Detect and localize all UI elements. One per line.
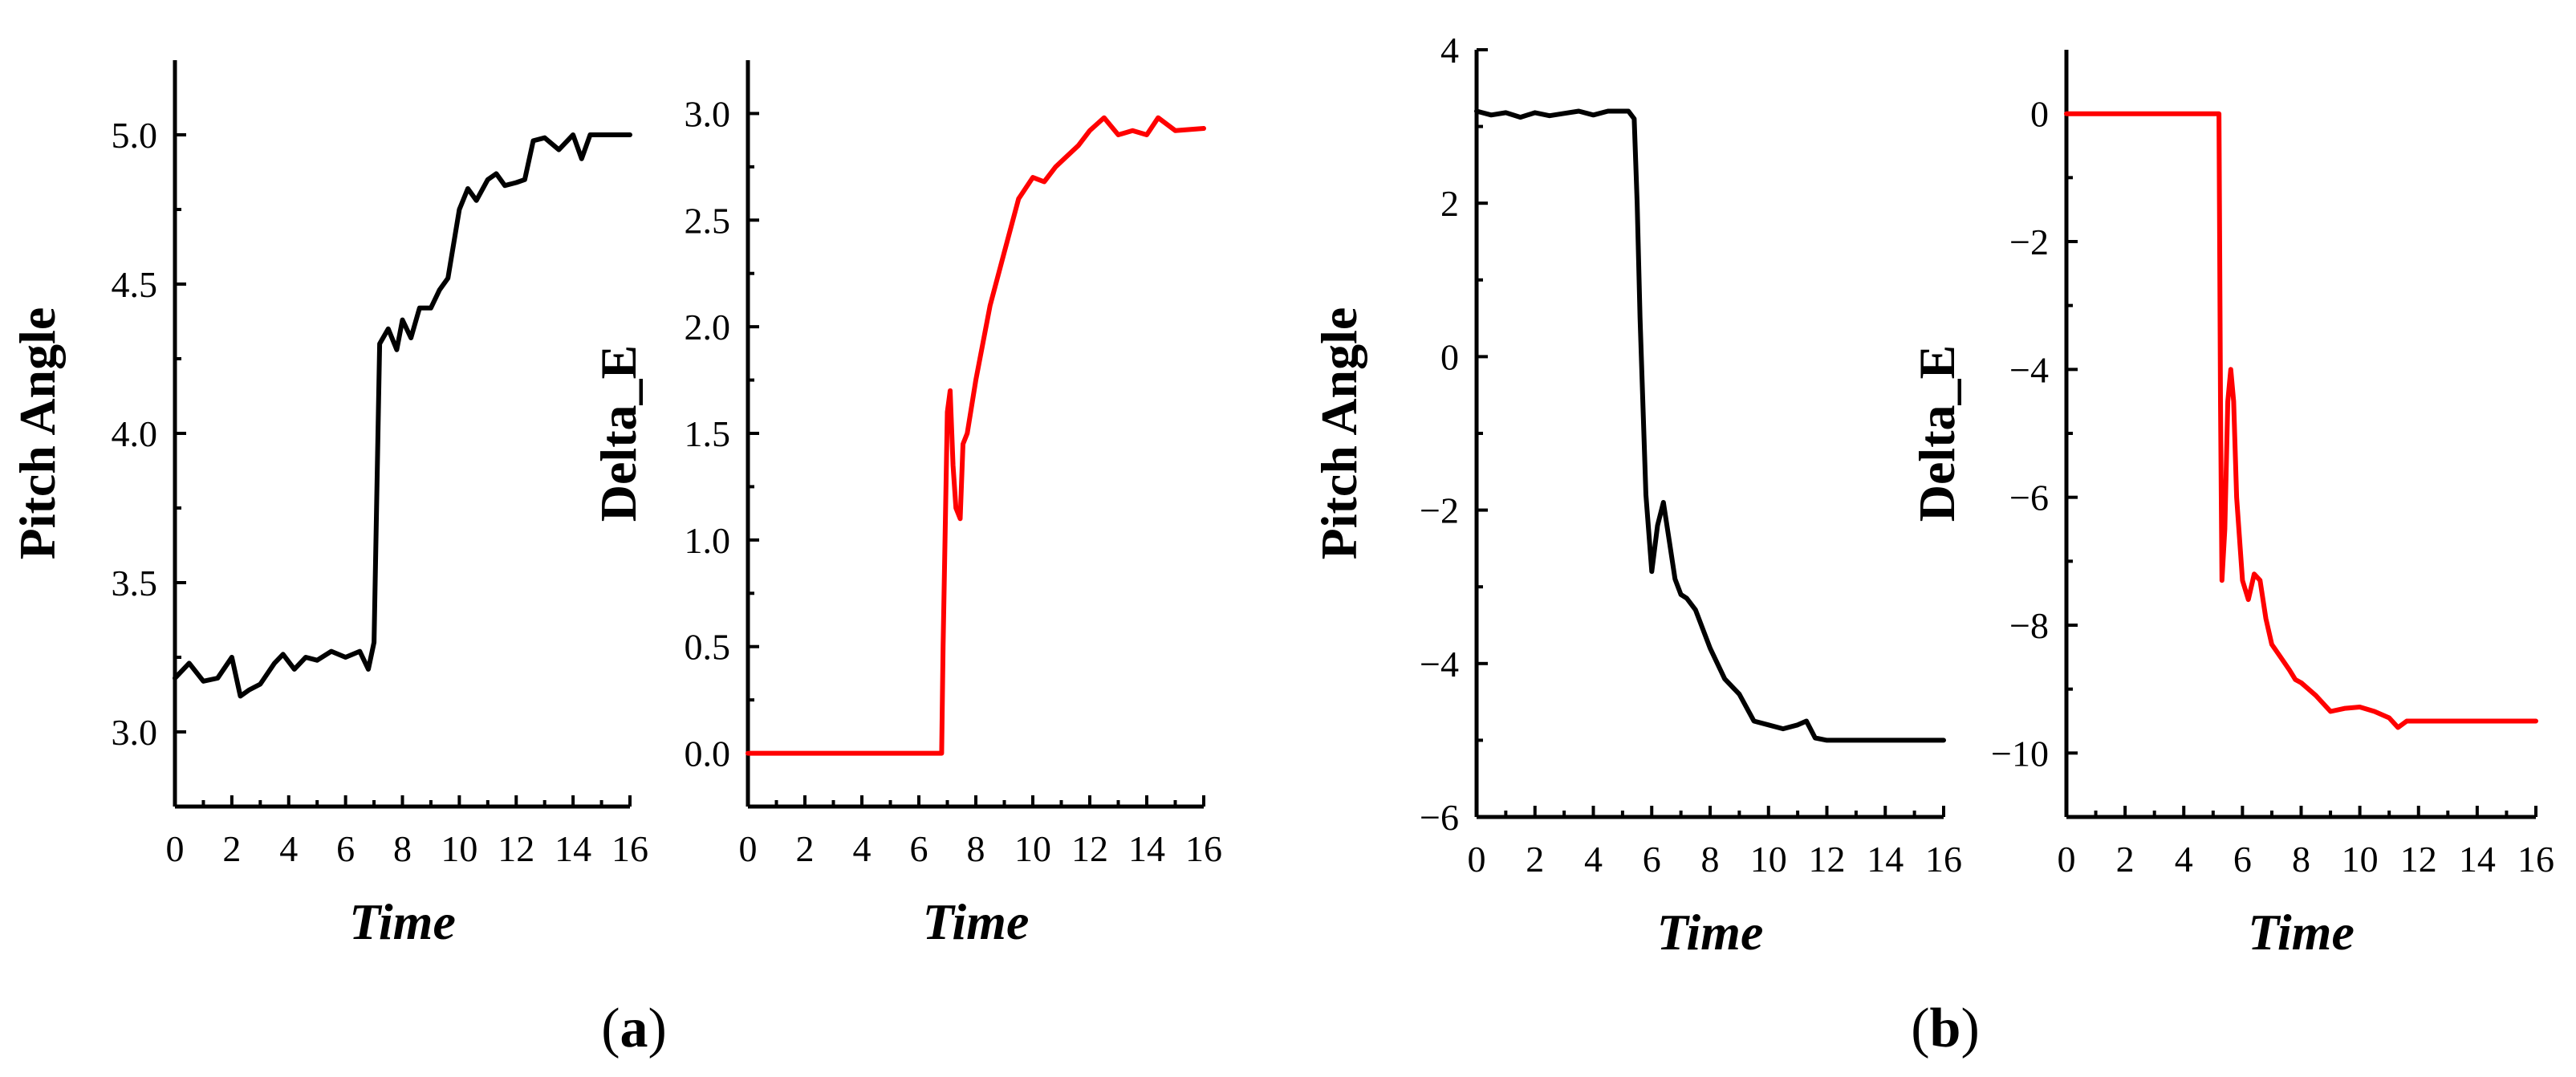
series-line-a-delta xyxy=(746,115,1206,756)
y-tick-label: 1.0 xyxy=(685,520,731,561)
y-tick-label: 0 xyxy=(1440,336,1459,377)
y-tick-label: 2.5 xyxy=(685,200,731,241)
x-tick-label: 2 xyxy=(222,828,241,869)
x-tick-label: 0 xyxy=(2058,839,2076,880)
x-tick-label: 10 xyxy=(1014,828,1051,869)
x-tick-label: 4 xyxy=(279,828,298,869)
x-tick-label: 12 xyxy=(1071,828,1108,869)
y-tick-label: −8 xyxy=(2009,605,2049,646)
x-axis-title: Time xyxy=(349,893,456,950)
y-tick-label: 4 xyxy=(1440,30,1459,71)
x-tick-label: 6 xyxy=(910,828,928,869)
x-tick-label: 10 xyxy=(441,828,477,869)
x-tick-label: 6 xyxy=(2233,839,2252,880)
x-tick-label: 16 xyxy=(611,828,648,869)
y-tick-label: 3.0 xyxy=(685,93,731,134)
y-tick-label: 3.0 xyxy=(112,712,158,753)
y-tick-label: −4 xyxy=(2009,349,2049,390)
y-axis-title: Delta_E xyxy=(590,345,647,522)
chart-a-delta: 0 2 4 6 8 10 12 14 16 0.0 0.5 1.0 1.5 2.0 2.5 3.0 Time De… xyxy=(590,60,1222,950)
y-tick-label: 4.0 xyxy=(112,413,158,454)
x-tick-label: 14 xyxy=(555,828,591,869)
y-tick-label: −6 xyxy=(2009,478,2049,518)
y-tick-label: −4 xyxy=(1420,644,1459,685)
y-tick-label: 0.0 xyxy=(685,734,731,774)
x-tick-label: 0 xyxy=(1468,839,1486,880)
y-axis-title: Pitch Angle xyxy=(9,307,66,560)
series-line-b-delta xyxy=(2064,111,2538,730)
x-tick-label: 10 xyxy=(1750,839,1787,880)
x-tick-label: 6 xyxy=(336,828,355,869)
y-tick-label: −10 xyxy=(1991,733,2049,774)
x-tick-label: 14 xyxy=(2459,839,2496,880)
x-tick-label: 16 xyxy=(1185,828,1222,869)
x-tick-label: 0 xyxy=(166,828,185,869)
x-axis-title: Time xyxy=(923,893,1030,950)
x-tick-label: 16 xyxy=(1925,839,1962,880)
x-tick-label: 14 xyxy=(1867,839,1904,880)
y-tick-label: 5.0 xyxy=(112,115,158,156)
y-tick-label: 2 xyxy=(1440,183,1459,224)
y-tick-label: 4.5 xyxy=(112,264,158,305)
x-tick-label: 6 xyxy=(1643,839,1661,880)
y-tick-label: −6 xyxy=(1420,797,1459,838)
x-axis-title: Time xyxy=(1657,904,1764,961)
y-tick-label: 2.0 xyxy=(685,307,731,347)
x-tick-label: 2 xyxy=(2116,839,2135,880)
y-tick-label: −2 xyxy=(2009,221,2049,262)
y-tick-label: −2 xyxy=(1420,490,1459,531)
series-line-a-pitch xyxy=(173,132,632,699)
x-tick-label: 12 xyxy=(1809,839,1846,880)
x-axis-title: Time xyxy=(2248,904,2355,961)
x-tick-label: 12 xyxy=(2400,839,2437,880)
x-tick-label: 8 xyxy=(2292,839,2310,880)
x-tick-label: 4 xyxy=(853,828,872,869)
y-tick-label: 0 xyxy=(2030,94,2049,135)
x-tick-label: 2 xyxy=(796,828,815,869)
x-tick-label: 8 xyxy=(1701,839,1720,880)
x-tick-label: 0 xyxy=(739,828,758,869)
y-tick-label: 1.5 xyxy=(685,413,731,454)
series-line-b-pitch xyxy=(1474,108,1946,743)
x-tick-label: 12 xyxy=(498,828,534,869)
y-tick-label: 3.5 xyxy=(112,563,158,604)
panel-label-a: (a) xyxy=(601,998,667,1059)
x-tick-label: 14 xyxy=(1128,828,1165,869)
y-axis-title: Pitch Angle xyxy=(1310,307,1367,560)
x-tick-label: 2 xyxy=(1526,839,1544,880)
x-tick-label: 8 xyxy=(967,828,985,869)
y-axis-title: Delta_E xyxy=(1908,345,1965,522)
chart-a-pitch: 0 2 4 6 8 10 12 14 16 3.0 3.5 4.0 4.5 5.0 Time Pitch An… xyxy=(9,60,648,950)
x-tick-label: 8 xyxy=(393,828,412,869)
y-tick-label: 0.5 xyxy=(685,627,731,668)
x-tick-label: 16 xyxy=(2517,839,2554,880)
x-tick-label: 10 xyxy=(2342,839,2379,880)
x-tick-label: 4 xyxy=(1584,839,1603,880)
panel-label-b: (b) xyxy=(1911,998,1980,1059)
x-tick-label: 4 xyxy=(2175,839,2193,880)
